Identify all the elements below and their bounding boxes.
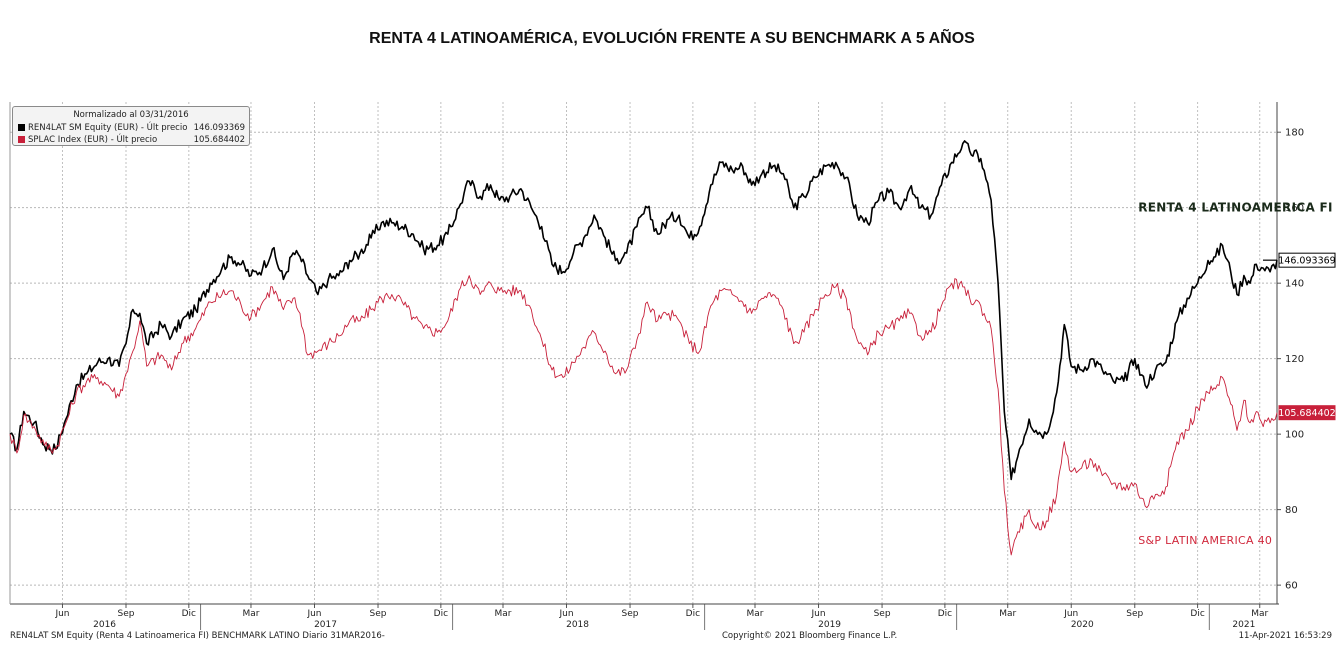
x-tick-label: Dic bbox=[182, 609, 196, 619]
legend-swatch-black bbox=[18, 124, 25, 131]
y-tick-label: 120 bbox=[1285, 354, 1304, 365]
axes: 60 80 100 120 140 160 180 Jun Sep Dic Mar Jun Sep Dic… bbox=[9, 102, 1304, 630]
y-tick-label: 80 bbox=[1285, 505, 1298, 516]
y-tick-label: 100 bbox=[1285, 430, 1304, 441]
legend-label: SPLAC Index (EUR) - Últ precio bbox=[28, 135, 158, 145]
footer-source: REN4LAT SM Equity (Renta 4 Latinoamerica… bbox=[10, 631, 385, 641]
x-tick-label: Sep bbox=[622, 609, 639, 619]
legend-item-splac: SPLAC Index (EUR) - Últ precio 105.68440… bbox=[18, 134, 245, 146]
year-label: 2019 bbox=[818, 620, 841, 630]
x-tick-label: Jun bbox=[558, 609, 573, 619]
legend-header: Normalizado al 03/31/2016 bbox=[73, 110, 189, 120]
page-title: RENTA 4 LATINOAMÉRICA, EVOLUCIÓN FRENTE … bbox=[369, 30, 975, 47]
x-tick-label: Sep bbox=[874, 609, 891, 619]
x-tick-label: Sep bbox=[118, 609, 135, 619]
x-tick-label: Mar bbox=[747, 609, 764, 619]
x-tick-label: Dic bbox=[686, 609, 700, 619]
last-value-label: 146.093369 bbox=[1278, 256, 1335, 267]
label-layer: 146.093369 105.684402 RENTA 4 LATINOAMERIC… bbox=[1138, 201, 1335, 547]
year-label: 2020 bbox=[1071, 620, 1094, 630]
x-tick-label: Dic bbox=[434, 609, 448, 619]
x-tick-label: Mar bbox=[242, 609, 259, 619]
last-value-box bbox=[1278, 405, 1336, 421]
chart-legend: Normalizado al 03/31/2016 REN4LAT SM Equ… bbox=[12, 106, 250, 146]
x-tick-label: Dic bbox=[1190, 609, 1204, 619]
x-tick-label: Jun bbox=[54, 609, 69, 619]
x-tick-label: Mar bbox=[999, 609, 1016, 619]
y-tick-label: 160 bbox=[1285, 203, 1304, 214]
y-tick-label: 140 bbox=[1285, 279, 1304, 290]
y-tick-label: 60 bbox=[1285, 581, 1298, 592]
annotation-renta4: RENTA 4 LATINOAMERICA FI bbox=[1138, 201, 1333, 215]
legend-swatch-red bbox=[18, 136, 25, 143]
legend-value: 105.684402 bbox=[193, 135, 245, 145]
x-tick-label: Jun bbox=[811, 609, 826, 619]
last-value-box bbox=[1278, 252, 1336, 268]
last-value-label: 105.684402 bbox=[1278, 408, 1335, 419]
year-label: 2021 bbox=[1232, 620, 1255, 630]
legend-item-ren4lat: REN4LAT SM Equity (EUR) - Últ precio 146… bbox=[18, 122, 245, 134]
last-value-tag-renta4: 146.093369 bbox=[1263, 252, 1336, 268]
year-label: 2017 bbox=[314, 620, 337, 630]
annotation-splac: S&P LATIN AMERICA 40 bbox=[1138, 534, 1272, 547]
last-value-tag-splac: 105.684402 bbox=[1278, 405, 1336, 421]
series-line-splac bbox=[9, 275, 1278, 556]
year-label: 2018 bbox=[566, 620, 589, 630]
footer-timestamp: 11-Apr-2021 16:53:29 bbox=[1238, 631, 1332, 641]
grid-lines bbox=[10, 102, 1277, 604]
y-tick-label: 180 bbox=[1285, 128, 1304, 139]
series-layer bbox=[9, 140, 1278, 556]
x-tick-label: Mar bbox=[1251, 609, 1268, 619]
x-tick-label: Dic bbox=[938, 609, 952, 619]
x-tick-label: Sep bbox=[1126, 609, 1143, 619]
footer-copyright: Copyright© 2021 Bloomberg Finance L.P. bbox=[722, 631, 898, 641]
year-label: 2016 bbox=[93, 620, 116, 630]
x-tick-label: Mar bbox=[494, 609, 511, 619]
legend-label: REN4LAT SM Equity (EUR) - Últ precio bbox=[28, 123, 188, 133]
legend-value: 146.093369 bbox=[193, 123, 245, 133]
x-tick-label: Sep bbox=[370, 609, 387, 619]
x-tick-label: Jun bbox=[1063, 609, 1078, 619]
x-tick-label: Jun bbox=[306, 609, 321, 619]
series-line-renta4 bbox=[9, 140, 1278, 481]
